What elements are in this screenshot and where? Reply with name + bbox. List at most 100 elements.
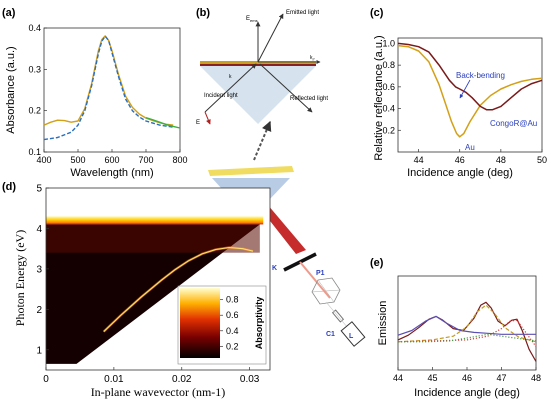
c1-beam-line: [325, 301, 349, 329]
x-tick-label-a-3: 700: [138, 155, 153, 165]
x-ticks-d: 0 0.01 0.02 0.03: [43, 367, 260, 385]
y-ticks-d: 1 2 3 4 5: [36, 184, 49, 356]
series-line-a-1: [43, 35, 174, 141]
x-tick-label-d-0: 0: [43, 374, 49, 385]
p1-label: P1: [316, 270, 325, 277]
k-parallel-label: k//: [310, 55, 314, 62]
x-tick-label-e-0: 44: [393, 373, 403, 383]
series-group-e: [397, 301, 537, 362]
annotation-back-bending: Back-bending: [456, 71, 505, 80]
reflected-light-label: Reflected light: [290, 96, 328, 102]
x-axis-label-e: Incidence angle (deg): [414, 387, 520, 399]
p1-diagonal-line: [317, 279, 335, 303]
e-ems-label: Eems: [246, 16, 258, 23]
panel-label-a: (a): [2, 7, 16, 19]
x-axis-label-d: In-plane wavevector (nm-1): [91, 385, 226, 399]
series-line-a-2: [145, 117, 181, 129]
x-tick-label-d-2: 0.02: [172, 374, 192, 385]
x-tick-label-e-2: 46: [462, 373, 472, 383]
heatmap-dark-region: [46, 224, 260, 364]
y-ticks-c: 0.2 0.4 0.6 0.8 1.0: [382, 38, 401, 135]
y-tick-label-a-0: 0.1: [28, 147, 41, 157]
x-ticks-a: 400 500 600 700 800: [36, 149, 188, 165]
panel-c: (c) 44 46 48 50 0.2 0.4 0.6 0.8 1.0 Incidence a…: [370, 7, 547, 179]
series-line-e-2: [397, 304, 537, 343]
x-tick-label-a-0: 400: [36, 155, 51, 165]
back-bending-arrow: [459, 79, 471, 99]
y-tick-label-d-2: 3: [36, 264, 42, 275]
x-tick-label-a-1: 500: [70, 155, 85, 165]
y-tick-label-a-1: 0.2: [28, 106, 41, 116]
incident-light-label: Incident light: [204, 93, 238, 99]
y-tick-label-c-2: 0.6: [382, 82, 395, 92]
c1-label: C1: [326, 331, 335, 338]
x-ticks-c: 44 46 48 50: [414, 149, 547, 165]
gold-film: [200, 61, 316, 64]
k-mirror-label: K: [272, 265, 277, 272]
panel-a: (a) 400 500 600 700 800 0.1 0.2 0.3 0.4 Wavelen…: [2, 7, 188, 179]
reflected-light-arrow: [259, 63, 313, 113]
heatmap-branch: [103, 246, 254, 332]
emission-direction-arrow: [253, 120, 272, 161]
y-tick-label-c-0: 0.2: [382, 125, 395, 135]
x-tick-label-e-4: 48: [531, 373, 541, 383]
e-field-label: E: [196, 120, 200, 126]
series-group-a: [43, 35, 181, 141]
e-field-arrow: [204, 111, 211, 125]
series-line-a-0: [43, 35, 174, 126]
axes-frame-d: [45, 187, 271, 371]
x-axis-label-a: Wavelength (nm): [70, 167, 153, 179]
laser-source-l: [340, 321, 366, 347]
x-tick-label-c-0: 44: [414, 155, 424, 165]
y-axis-label-d: Photon Energy (eV): [13, 230, 27, 326]
axes-frame-c: [397, 37, 543, 153]
x-tick-label-a-4: 800: [172, 155, 187, 165]
y-tick-label-c-4: 1.0: [382, 38, 395, 48]
axes-frame-a: [43, 27, 181, 153]
y-tick-label-d-1: 2: [36, 305, 42, 316]
y-tick-label-c-1: 0.4: [382, 104, 395, 114]
laser-beam: [299, 261, 331, 299]
colorbar-tick-label-3: 0.8: [226, 295, 239, 305]
x-tick-label-d-3: 0.03: [240, 374, 260, 385]
heatmap-d: [46, 216, 264, 364]
x-tick-label-c-1: 46: [455, 155, 465, 165]
panel-label-e: (e): [370, 257, 384, 269]
heatmap-flat-band: [46, 216, 264, 225]
panel-label-c: (c): [370, 7, 384, 19]
x-tick-label-d-1: 0.01: [104, 374, 124, 385]
x-ticks-e: 44 45 46 47 48: [393, 367, 541, 383]
colorbar-label: Absorptivity: [254, 297, 264, 350]
x-tick-label-a-2: 600: [104, 155, 119, 165]
y-tick-label-a-3: 0.4: [28, 23, 41, 33]
y-axis-label-c: Relative reflectance (a.u.): [373, 35, 385, 160]
series-line-e-1: [397, 315, 536, 336]
series-group-c: [397, 42, 543, 138]
panel-label-b: (b): [196, 7, 210, 19]
prism: [200, 66, 316, 124]
x-tick-label-c-3: 50: [537, 155, 547, 165]
x-tick-label-e-3: 47: [496, 373, 506, 383]
panel-e: (e) 44 45 46 47 48 Incidence angle (deg) Emi…: [370, 257, 541, 399]
axes-frame-e: [397, 275, 537, 371]
y-tick-label-a-2: 0.3: [28, 64, 41, 74]
y-ticks-a: 0.1 0.2 0.3 0.4: [28, 23, 47, 157]
y-axis-label-e: Emission: [377, 301, 389, 346]
y-tick-label-c-3: 0.8: [382, 60, 395, 70]
colorbar: [180, 288, 220, 358]
colorbar-tick-label-1: 0.4: [226, 326, 239, 336]
incident-light-arrow: [204, 63, 257, 113]
l-label: L: [349, 333, 354, 340]
series-line-c-1: [397, 42, 543, 111]
colorbar-ticks: 0.2 0.4 0.6 0.8: [220, 295, 239, 351]
series-line-e-3: [397, 319, 537, 347]
series-line-e-4: [398, 333, 537, 343]
annotation-congor: CongoR@Au: [490, 119, 537, 128]
dye-layer: [200, 64, 316, 66]
y-tick-label-d-0: 1: [36, 345, 42, 356]
panel-d: (d) 0 0.01 0.02 0.03 1 2 3 4 5 In-plane wavevec…: [2, 181, 271, 399]
y-tick-label-d-4: 5: [36, 184, 42, 195]
panel-label-d: (d): [2, 181, 16, 193]
annotation-au: Au: [465, 143, 475, 152]
